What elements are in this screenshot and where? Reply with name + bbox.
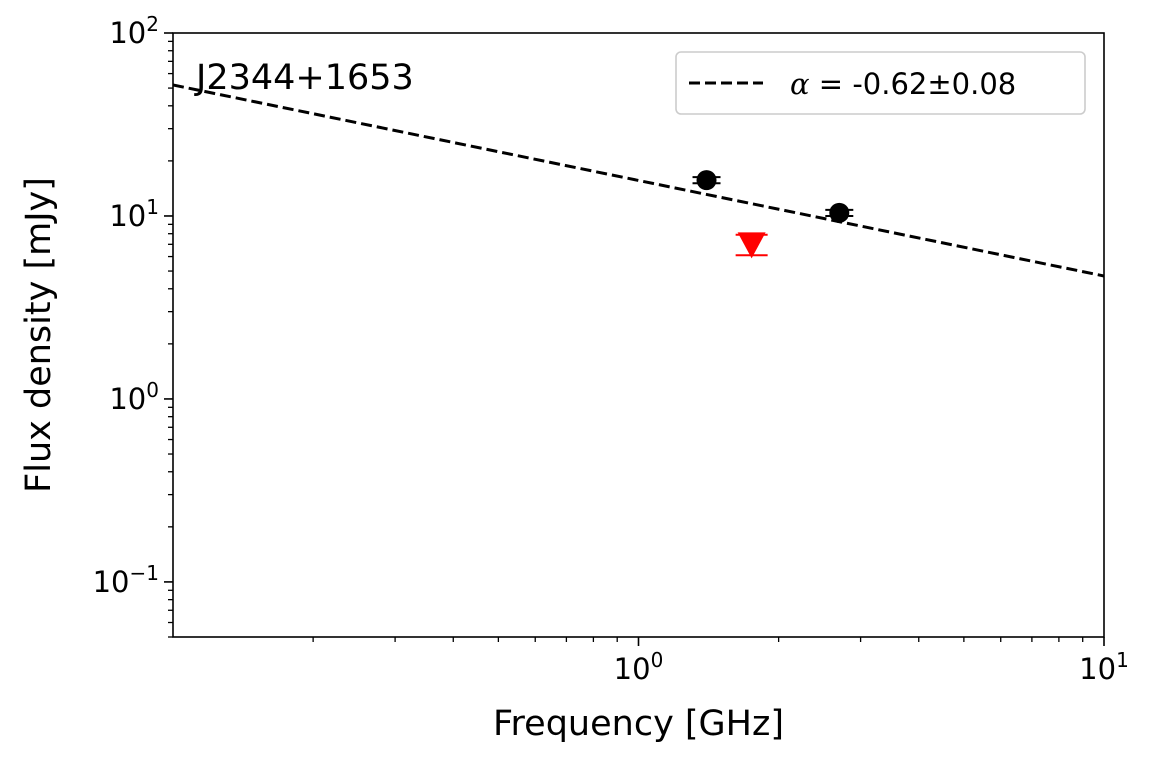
- legend-box: [675, 51, 1086, 115]
- major-ticks: 100 101 10−1 100 101 102: [93, 12, 1129, 686]
- detection-point: [696, 170, 717, 191]
- y-axis-label: Flux density [mJy]: [19, 177, 59, 493]
- fit-layer: [173, 83, 1104, 278]
- fit-line: [173, 83, 1104, 278]
- source-name-annotation: J2344+1653: [194, 58, 414, 98]
- minor-ticks: [168, 40, 1084, 642]
- y-tick-label: 100: [109, 378, 159, 416]
- detection-point: [829, 202, 850, 223]
- x-tick-label: 100: [614, 648, 664, 686]
- x-axis-label: Frequency [GHz]: [493, 704, 784, 744]
- upper-limit-marker: [737, 232, 766, 259]
- legend-fit-label: α = -0.62±0.08: [790, 67, 1016, 101]
- y-tick-label: 102: [109, 12, 159, 50]
- plot-frame: [172, 32, 1105, 638]
- points-layer: [692, 170, 854, 259]
- x-tick-label: 101: [1079, 648, 1129, 686]
- legend-alpha-symbol: α: [790, 67, 810, 101]
- y-tick-label: 10−1: [93, 561, 159, 599]
- legend-alpha-value: = -0.62±0.08: [810, 67, 1017, 101]
- legend: α = -0.62±0.08: [675, 51, 1086, 115]
- y-tick-label: 101: [109, 195, 159, 233]
